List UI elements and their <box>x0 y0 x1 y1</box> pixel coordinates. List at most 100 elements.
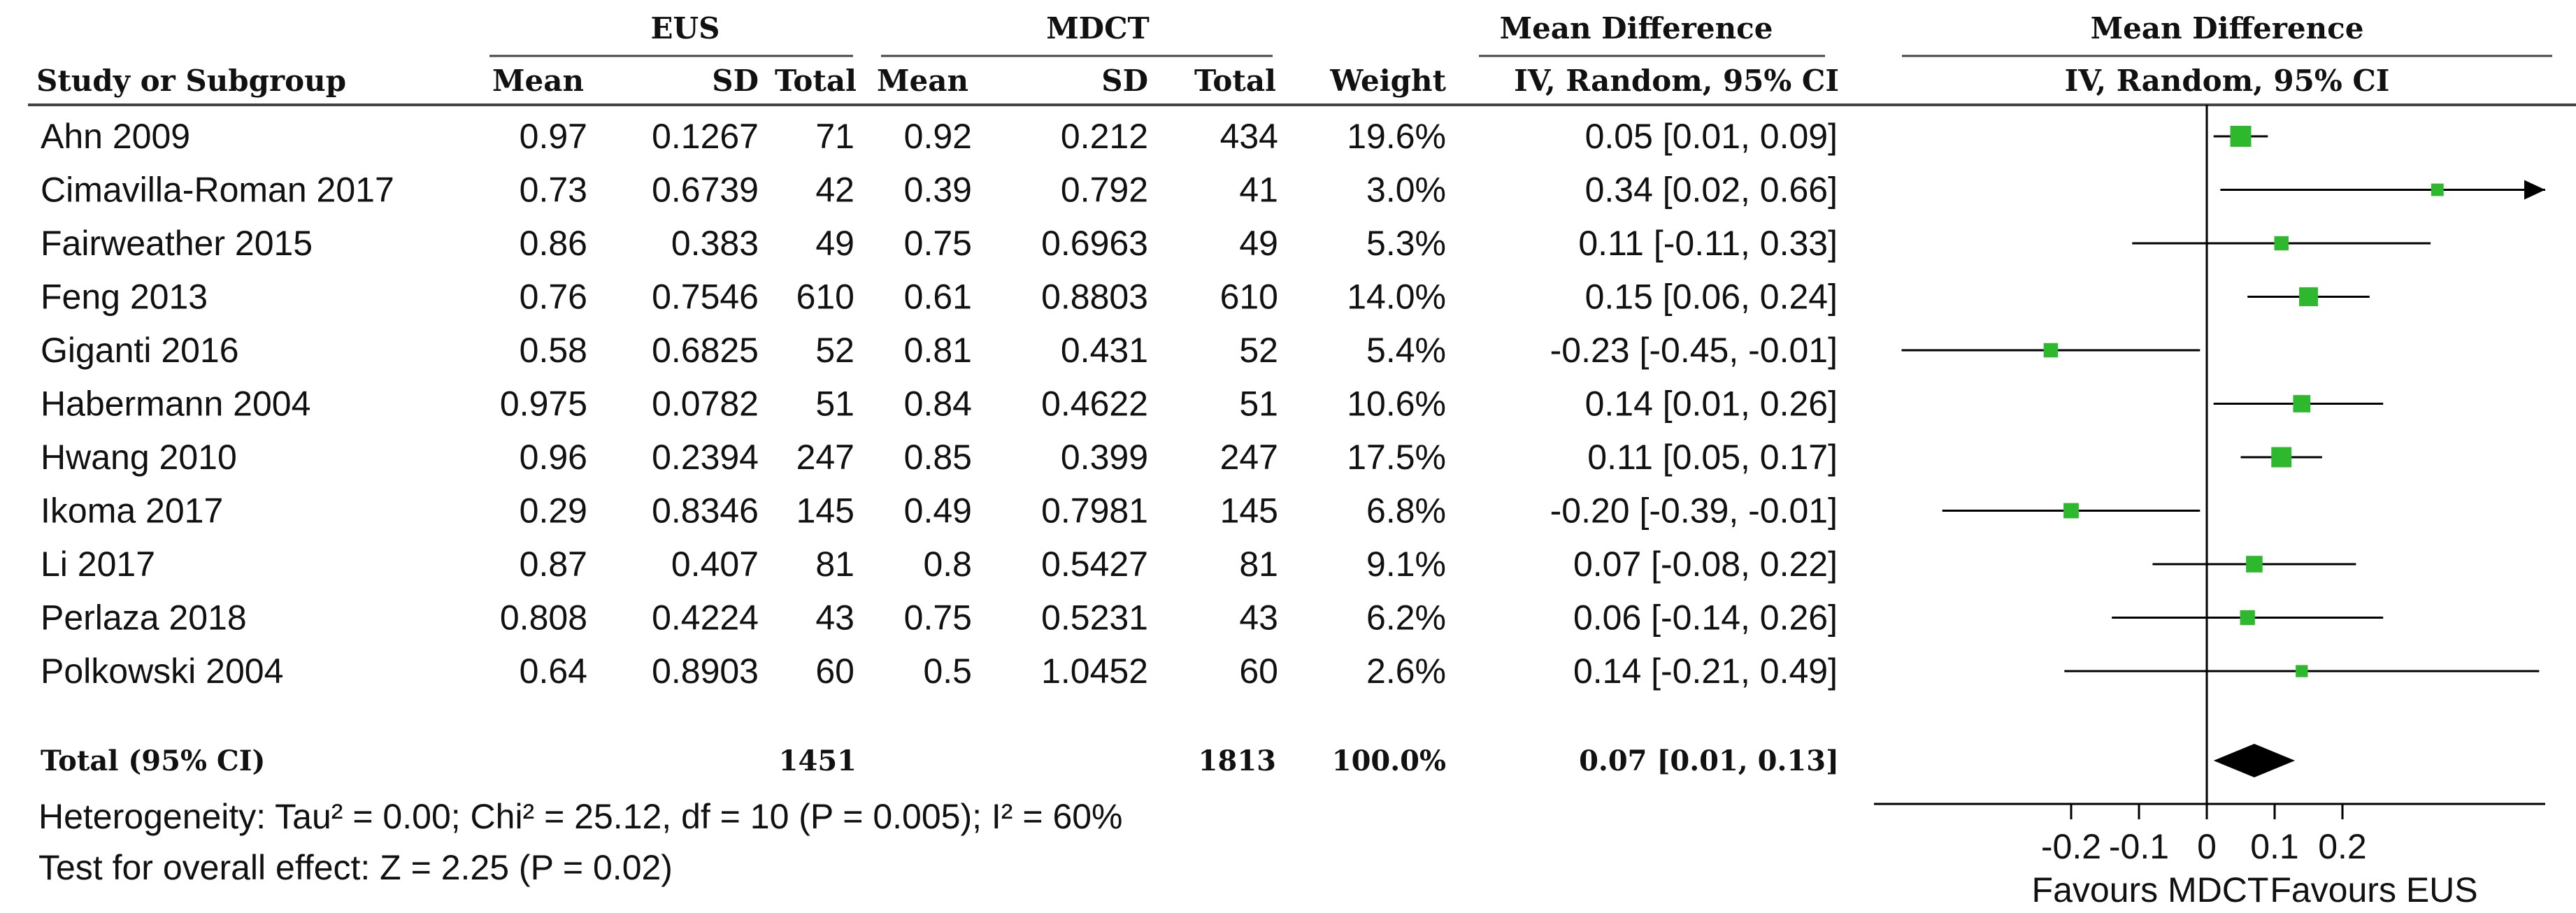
row-study-cell: Fairweather 2015 <box>41 224 313 263</box>
row-ci-cell: 0.05 [0.01, 0.09] <box>1585 117 1838 156</box>
point-estimate-square <box>2240 610 2255 626</box>
row-sd1-cell: 0.6739 <box>652 171 759 210</box>
row-ci-cell: 0.11 [0.05, 0.17] <box>1587 438 1838 477</box>
row-sd2-cell: 0.8803 <box>1041 278 1148 317</box>
row-ci-cell: 0.14 [-0.21, 0.49] <box>1573 652 1838 691</box>
row-total1-cell: 71 <box>815 117 854 156</box>
row-sd1-cell: 0.8346 <box>652 491 759 531</box>
row-study-cell: Ahn 2009 <box>41 117 190 156</box>
row-total1-cell: 60 <box>815 652 854 691</box>
row-sd2-cell: 0.792 <box>1061 171 1148 210</box>
row-ci-cell: 0.06 [-0.14, 0.26] <box>1573 598 1838 638</box>
row-total2-cell: 49 <box>1239 224 1278 263</box>
row-mean2-cell: 0.85 <box>904 438 972 477</box>
row-sd1-cell: 0.1267 <box>652 117 759 156</box>
row-sd2-cell: 0.6963 <box>1041 224 1148 263</box>
row-sd1-cell: 0.6825 <box>652 331 759 370</box>
row-total2-cell: 81 <box>1239 545 1278 584</box>
point-estimate-square <box>2274 236 2289 251</box>
x-axis-tick-label: -0.2 <box>2041 827 2101 866</box>
row-sd1-cell: 0.2394 <box>652 438 759 477</box>
row-sd1-cell: 0.383 <box>671 224 759 263</box>
x-axis-tick-label: 0.2 <box>2318 827 2367 866</box>
row-total2-cell: 51 <box>1239 384 1278 424</box>
row-total1-cell: 52 <box>815 331 854 370</box>
overall-effect-text: Test for overall effect: Z = 2.25 (P = 0… <box>38 848 673 887</box>
row-weight-cell: 17.5% <box>1347 438 1446 477</box>
point-estimate-square <box>2246 556 2263 573</box>
row-mean2-cell: 0.8 <box>923 545 972 584</box>
row-total1-cell: 81 <box>815 545 854 584</box>
eus-sd-header: SD <box>712 64 759 98</box>
row-mean2-cell: 0.39 <box>904 171 972 210</box>
row-sd2-cell: 0.212 <box>1061 117 1148 156</box>
row-sd1-cell: 0.8903 <box>652 652 759 691</box>
plot-title: Mean Difference <box>2091 11 2364 45</box>
x-axis-tick-label: 0 <box>2197 827 2217 866</box>
row-mean1-cell: 0.29 <box>520 491 587 531</box>
mdct-sd-header: SD <box>1101 64 1148 98</box>
pooled-estimate-diamond <box>2213 744 2296 777</box>
row-total1-cell: 145 <box>796 491 854 531</box>
row-total1-cell: 42 <box>815 171 854 210</box>
x-axis-tick-label: 0.1 <box>2250 827 2299 866</box>
row-study-cell: Perlaza 2018 <box>41 598 247 638</box>
row-ci-cell: -0.20 [-0.39, -0.01] <box>1550 491 1838 531</box>
row-sd1-cell: 0.4224 <box>652 598 759 638</box>
row-ci-cell: 0.15 [0.06, 0.24] <box>1585 278 1838 317</box>
row-mean2-cell: 0.5 <box>923 652 972 691</box>
row-sd2-cell: 0.5427 <box>1041 545 1148 584</box>
row-weight-cell: 2.6% <box>1366 652 1446 691</box>
row-total2-cell: 610 <box>1220 278 1278 317</box>
row-sd2-cell: 0.431 <box>1061 331 1148 370</box>
row-mean1-cell: 0.97 <box>520 117 587 156</box>
row-mean2-cell: 0.61 <box>904 278 972 317</box>
mdct-group-header: MDCT <box>1046 11 1150 45</box>
row-ci-cell: 0.07 [-0.08, 0.22] <box>1573 545 1838 584</box>
row-study-cell: Feng 2013 <box>41 278 208 317</box>
row-sd2-cell: 0.7981 <box>1041 491 1148 531</box>
row-weight-cell: 9.1% <box>1366 545 1446 584</box>
row-weight-cell: 14.0% <box>1347 278 1446 317</box>
row-study-cell: Giganti 2016 <box>41 331 239 370</box>
row-mean1-cell: 0.76 <box>520 278 587 317</box>
point-estimate-square <box>2431 183 2444 196</box>
row-mean1-cell: 0.58 <box>520 331 587 370</box>
row-weight-cell: 6.2% <box>1366 598 1446 638</box>
row-sd2-cell: 1.0452 <box>1041 652 1148 691</box>
row-mean2-cell: 0.92 <box>904 117 972 156</box>
row-weight-cell: 6.8% <box>1366 491 1446 531</box>
row-ci-cell: 0.14 [0.01, 0.26] <box>1585 384 1838 424</box>
mdct-mean-header: Mean <box>877 64 968 98</box>
row-total1-cell: 43 <box>815 598 854 638</box>
row-ci-cell: -0.23 [-0.45, -0.01] <box>1550 331 1838 370</box>
row-total1-cell: 610 <box>796 278 854 317</box>
md-method-header: IV, Random, 95% CI <box>1514 64 1839 98</box>
point-estimate-square <box>2296 665 2308 677</box>
row-weight-cell: 5.3% <box>1366 224 1446 263</box>
plot-method-header: IV, Random, 95% CI <box>2065 64 2390 98</box>
row-mean1-cell: 0.64 <box>520 652 587 691</box>
row-mean2-cell: 0.49 <box>904 491 972 531</box>
total-weight: 100.0% <box>1332 745 1446 777</box>
row-mean2-cell: 0.81 <box>904 331 972 370</box>
row-total2-cell: 52 <box>1239 331 1278 370</box>
row-total2-cell: 247 <box>1220 438 1278 477</box>
row-sd2-cell: 0.399 <box>1061 438 1148 477</box>
row-weight-cell: 5.4% <box>1366 331 1446 370</box>
row-study-cell: Polkowski 2004 <box>41 652 283 691</box>
forest-plot-area: -0.2 -0.1 0 0.1 0.2 <box>1874 105 2545 866</box>
eus-total-header: Total <box>775 64 857 98</box>
point-estimate-square <box>2063 503 2079 519</box>
row-total1-cell: 51 <box>815 384 854 424</box>
total-mdct: 1813 <box>1198 745 1276 777</box>
weight-header: Weight <box>1329 64 1446 98</box>
md-column-title: Mean Difference <box>1500 11 1773 45</box>
row-total2-cell: 41 <box>1239 171 1278 210</box>
heterogeneity-text: Heterogeneity: Tau² = 0.00; Chi² = 25.12… <box>38 797 1123 836</box>
row-total2-cell: 43 <box>1239 598 1278 638</box>
row-total1-cell: 49 <box>815 224 854 263</box>
row-mean2-cell: 0.75 <box>904 224 972 263</box>
row-mean1-cell: 0.975 <box>500 384 587 424</box>
